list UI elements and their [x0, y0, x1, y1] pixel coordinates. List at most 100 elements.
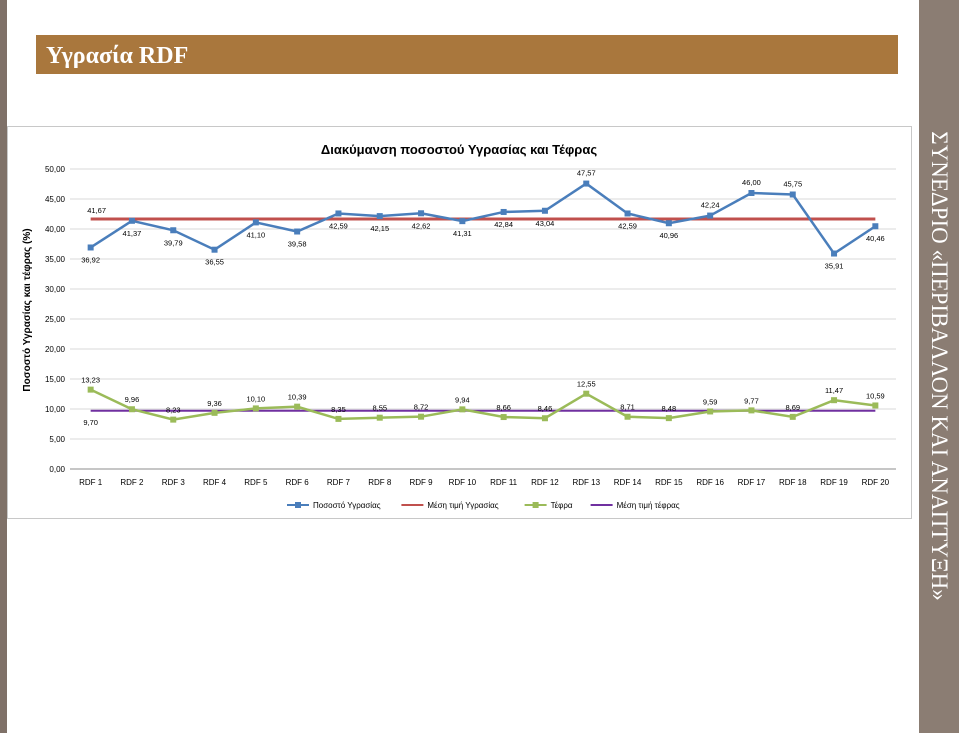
data-label: 8,48: [662, 404, 677, 413]
data-point: [376, 414, 383, 421]
data-point: [418, 210, 425, 217]
data-label: 13,23: [81, 376, 100, 385]
x-tick-label: RDF 11: [490, 478, 518, 487]
data-point: [128, 217, 135, 224]
vertical-conference-title: ΣΥΝΕΔΡΙΟ «ΠΕΡΙΒΑΛΛΟΝ ΚΑΙ ΑΝΑΠΤΥΞΗ»: [927, 131, 952, 601]
x-tick-label: RDF 15: [655, 478, 683, 487]
x-tick-label: RDF 18: [779, 478, 807, 487]
data-label: 42,59: [618, 221, 637, 230]
x-tick-label: RDF 5: [244, 478, 268, 487]
data-label: 42,62: [412, 221, 431, 230]
data-label: 45,75: [783, 180, 802, 189]
data-point: [748, 190, 755, 196]
x-tick-label: RDF 8: [368, 478, 392, 487]
series-line: [89, 182, 877, 256]
data-point: [294, 228, 301, 235]
data-label: 9,36: [207, 399, 222, 408]
x-tick-label: RDF 9: [409, 478, 433, 487]
data-label: 41,37: [123, 229, 142, 238]
data-point: [211, 409, 218, 416]
chart-legend: Ποσοστό Υγρασίας Μέση τιμή Υγρασίας Τέφρα Μ…: [287, 501, 680, 510]
y-axis-title: Ποσοστό Υγρασίας και τέφρας (%): [22, 228, 33, 391]
data-label: 8,46: [538, 404, 553, 413]
data-label: 10,39: [288, 393, 307, 402]
data-point: [294, 403, 301, 410]
legend-marker: [532, 502, 539, 508]
data-point: [500, 208, 507, 215]
data-label: 40,46: [866, 234, 885, 243]
x-tick-label: RDF 10: [449, 478, 477, 487]
title-band: Υγρασία RDF: [36, 35, 898, 74]
data-point: [211, 246, 218, 253]
data-point: [128, 406, 135, 413]
data-point: [87, 244, 94, 251]
data-point: [252, 219, 259, 226]
left-decor-bar: [0, 0, 7, 733]
data-point: [541, 207, 548, 214]
legend-label: Μέση τιμή τέφρας: [617, 501, 680, 510]
data-point: [707, 408, 714, 415]
data-point: [170, 416, 177, 423]
data-point: [335, 415, 342, 422]
data-label: 10,59: [866, 391, 885, 400]
data-label: 40,96: [659, 231, 678, 240]
data-point: [831, 397, 838, 404]
data-label: 39,79: [164, 238, 183, 247]
data-point: [500, 414, 507, 421]
legend-marker: [295, 502, 301, 508]
y-tick-label: 40,00: [45, 225, 66, 234]
x-tick-label: RDF 6: [286, 478, 310, 487]
data-point: [831, 250, 838, 257]
data-label: 36,92: [81, 255, 100, 264]
y-tick-label: 10,00: [45, 405, 66, 414]
data-point: [252, 405, 259, 412]
data-point: [872, 402, 879, 409]
legend-label: Ποσοστό Υγρασίας: [313, 501, 381, 510]
data-label: 8,35: [331, 405, 346, 414]
right-decor-bar: [919, 0, 959, 733]
data-point: [87, 386, 94, 393]
data-label: 8,72: [414, 403, 429, 412]
data-point: [707, 212, 714, 219]
data-label: 9,96: [125, 395, 140, 404]
data-label: 9,59: [703, 397, 718, 406]
data-label: 35,91: [825, 262, 844, 271]
x-tick-label: RDF 4: [203, 478, 227, 487]
data-point: [583, 180, 590, 187]
data-point: [459, 218, 466, 225]
x-tick-label: RDF 16: [696, 478, 724, 487]
data-label: 41,10: [246, 230, 265, 239]
x-tick-label: RDF 13: [572, 478, 600, 487]
data-point: [665, 415, 672, 422]
data-point: [665, 220, 672, 227]
data-label: 39,58: [288, 240, 307, 249]
x-tick-label: RDF 1: [79, 478, 103, 487]
data-label: 8,66: [496, 403, 511, 412]
data-label: 9,70: [83, 418, 98, 427]
data-label: 42,15: [370, 224, 389, 233]
y-tick-label: 45,00: [45, 195, 66, 204]
data-point: [583, 390, 590, 397]
data-point: [376, 213, 383, 220]
series-line: [90, 388, 876, 421]
legend-label: Τέφρα: [551, 501, 573, 510]
data-label: 8,71: [620, 403, 635, 412]
x-tick-label: RDF 2: [120, 478, 144, 487]
data-label: 9,94: [455, 395, 470, 404]
data-label: 9,77: [744, 396, 759, 405]
data-point: [459, 406, 466, 413]
data-label: 42,24: [701, 201, 720, 210]
line-chart: Διακύμανση ποσοστού Υγρασίας και Τέφρας …: [22, 142, 896, 510]
legend-label: Μέση τιμή Υγρασίας: [427, 501, 498, 510]
data-label: 47,57: [577, 169, 596, 178]
data-point: [335, 210, 342, 217]
y-tick-label: 0,00: [49, 465, 65, 474]
data-label: 42,84: [494, 220, 513, 229]
data-point: [624, 210, 631, 217]
data-label: 11,47: [825, 386, 843, 395]
x-tick-label: RDF 20: [862, 478, 890, 487]
data-point: [789, 191, 796, 198]
y-tick-label: 15,00: [45, 375, 66, 384]
data-label: 41,67: [87, 206, 106, 215]
x-tick-label: RDF 14: [614, 478, 642, 487]
